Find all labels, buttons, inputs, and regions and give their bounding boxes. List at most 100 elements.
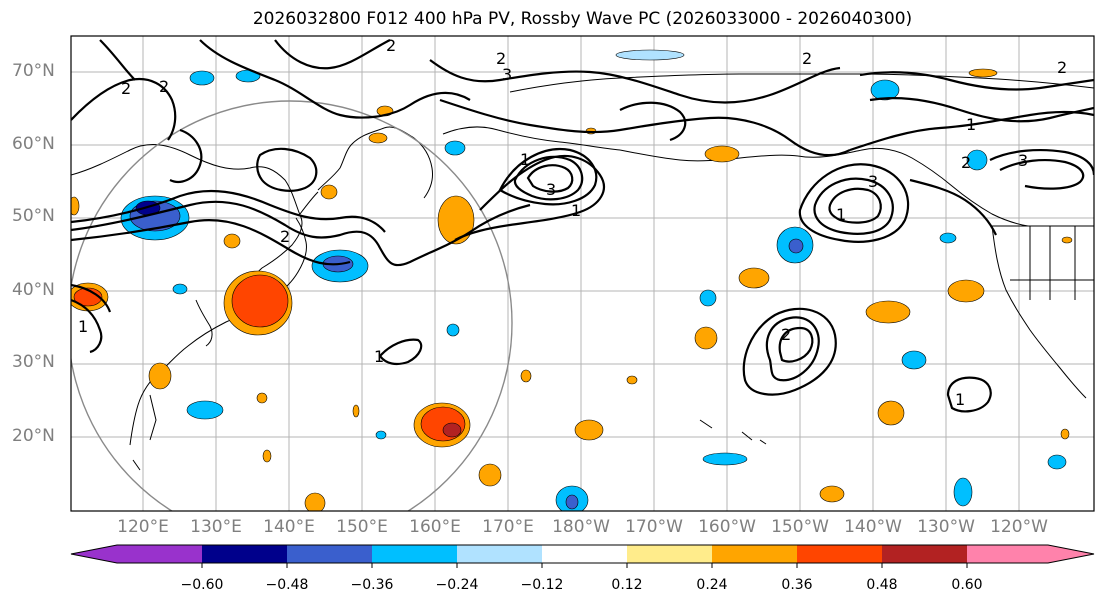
colorbar-tick-label: −0.12 bbox=[520, 577, 564, 593]
colorbar-extend-high bbox=[1048, 545, 1094, 563]
anomaly-blob bbox=[565, 494, 579, 510]
anomaly-blob bbox=[256, 392, 268, 404]
anomaly-blob bbox=[304, 492, 326, 511]
anomaly-blob bbox=[520, 369, 532, 383]
contour-label: 2 bbox=[386, 36, 396, 55]
anomaly-blob bbox=[446, 323, 460, 337]
contour-label: 1 bbox=[78, 317, 88, 336]
lat-label-70n: 70°N bbox=[12, 61, 55, 81]
anomaly-blob bbox=[1047, 454, 1067, 470]
lat-label-50n: 50°N bbox=[12, 206, 55, 226]
anomaly-blob bbox=[189, 70, 215, 86]
anomaly-blob bbox=[877, 400, 905, 426]
contour-label: 3 bbox=[546, 180, 556, 199]
contour-labels: 2 2 2 2 1 3 3 1 2 3 1 2 2 1 3 2 1 1 2 1 bbox=[78, 36, 1067, 409]
contour-label: 1 bbox=[836, 205, 846, 224]
lat-label-60n: 60°N bbox=[12, 134, 55, 154]
anomaly-blob bbox=[437, 195, 475, 245]
anomaly-blob bbox=[420, 406, 466, 442]
lat-label-30n: 30°N bbox=[12, 352, 55, 372]
lon-label-170w: 170°W bbox=[625, 517, 683, 537]
contour-label: 2 bbox=[961, 153, 971, 172]
contour-label: 2 bbox=[1057, 58, 1067, 77]
colorbar-tick-label: 0.12 bbox=[611, 577, 643, 593]
anomaly-blob bbox=[71, 196, 80, 216]
colorbar-tick-label: −0.48 bbox=[265, 577, 309, 593]
colorbar-segment bbox=[202, 545, 287, 563]
anomaly-blob bbox=[352, 404, 360, 418]
lon-label-140e: 140°E bbox=[263, 517, 315, 537]
anomaly-blob bbox=[626, 375, 638, 385]
colorbar-tick-label: 0.60 bbox=[951, 577, 983, 593]
anomaly-blob bbox=[901, 350, 927, 370]
colorbar bbox=[70, 544, 1095, 568]
lon-label-160w: 160°W bbox=[698, 517, 756, 537]
lat-label-20n: 20°N bbox=[12, 426, 55, 446]
anomaly-blob bbox=[223, 233, 241, 249]
colorbar-extend-low bbox=[71, 545, 117, 563]
colorbar-segment bbox=[287, 545, 372, 563]
anomaly-blob bbox=[788, 238, 804, 254]
contour-label: 2 bbox=[496, 49, 506, 68]
lon-label-180w: 180°W bbox=[552, 517, 610, 537]
lon-label-160e: 160°E bbox=[409, 517, 461, 537]
lon-label-130e: 130°E bbox=[190, 517, 242, 537]
anomaly-blob bbox=[574, 419, 604, 441]
lat-label-40n: 40°N bbox=[12, 280, 55, 300]
anomaly-blob bbox=[702, 452, 748, 466]
colorbar-tick-label: 0.24 bbox=[696, 577, 728, 593]
map-title: 2026032800 F012 400 hPa PV, Rossby Wave … bbox=[252, 9, 913, 29]
anomaly-blob bbox=[953, 477, 973, 507]
anomaly-blob bbox=[615, 49, 685, 61]
colorbar-segment bbox=[882, 545, 967, 563]
anomaly-blob bbox=[939, 232, 957, 244]
lon-label-130w: 130°W bbox=[917, 517, 975, 537]
anomaly-blob bbox=[694, 326, 718, 350]
anomaly-blob bbox=[699, 289, 717, 307]
contour-label: 1 bbox=[966, 115, 976, 134]
anomaly-blob bbox=[478, 463, 502, 487]
colorbar-segment bbox=[712, 545, 797, 563]
anomaly-blob bbox=[819, 485, 845, 503]
colorbar-segment bbox=[967, 545, 1048, 563]
anomaly-blob bbox=[231, 274, 289, 328]
colorbar-tick-label: 0.48 bbox=[866, 577, 898, 593]
anomaly-blob bbox=[870, 79, 900, 101]
map-area: 2 2 2 2 1 3 3 1 2 3 1 2 2 1 3 2 1 1 2 1 bbox=[71, 36, 1094, 511]
coastlines bbox=[71, 73, 1094, 471]
colorbar-segment bbox=[542, 545, 627, 563]
contour-label: 3 bbox=[868, 172, 878, 191]
anomaly-blob bbox=[738, 267, 770, 289]
anomaly-blob bbox=[947, 279, 985, 303]
anomaly-blob bbox=[172, 283, 188, 295]
anomaly-blob bbox=[375, 430, 387, 440]
anomaly-blob bbox=[968, 68, 998, 78]
pv-contours bbox=[71, 39, 1094, 413]
anomaly-blob bbox=[186, 400, 224, 420]
anomaly-blob bbox=[320, 184, 338, 200]
contour-label: 2 bbox=[159, 77, 169, 96]
contour-label: 1 bbox=[571, 201, 581, 220]
contour-label: 3 bbox=[1018, 151, 1028, 170]
reference-circle bbox=[71, 100, 513, 511]
anomaly-blob bbox=[444, 140, 466, 156]
map-frame bbox=[70, 35, 1095, 512]
anomaly-blob bbox=[1061, 236, 1073, 244]
lon-label-140w: 140°W bbox=[844, 517, 902, 537]
contour-label: 1 bbox=[520, 150, 530, 169]
colorbar-tick-label: −0.24 bbox=[435, 577, 479, 593]
colorbar-tick-label: −0.60 bbox=[180, 577, 224, 593]
contour-label: 2 bbox=[802, 49, 812, 68]
anomaly-blob bbox=[73, 287, 103, 307]
pc-anomalies bbox=[71, 49, 1073, 511]
lon-label-170e: 170°E bbox=[482, 517, 534, 537]
colorbar-segment bbox=[117, 545, 202, 563]
contour-label: 1 bbox=[955, 390, 965, 409]
colorbar-tick-label: −0.36 bbox=[350, 577, 394, 593]
colorbar-segment bbox=[797, 545, 882, 563]
anomaly-blob bbox=[865, 300, 911, 324]
anomaly-blob bbox=[368, 132, 388, 144]
contour-label: 1 bbox=[374, 347, 384, 366]
lon-label-150e: 150°E bbox=[336, 517, 388, 537]
